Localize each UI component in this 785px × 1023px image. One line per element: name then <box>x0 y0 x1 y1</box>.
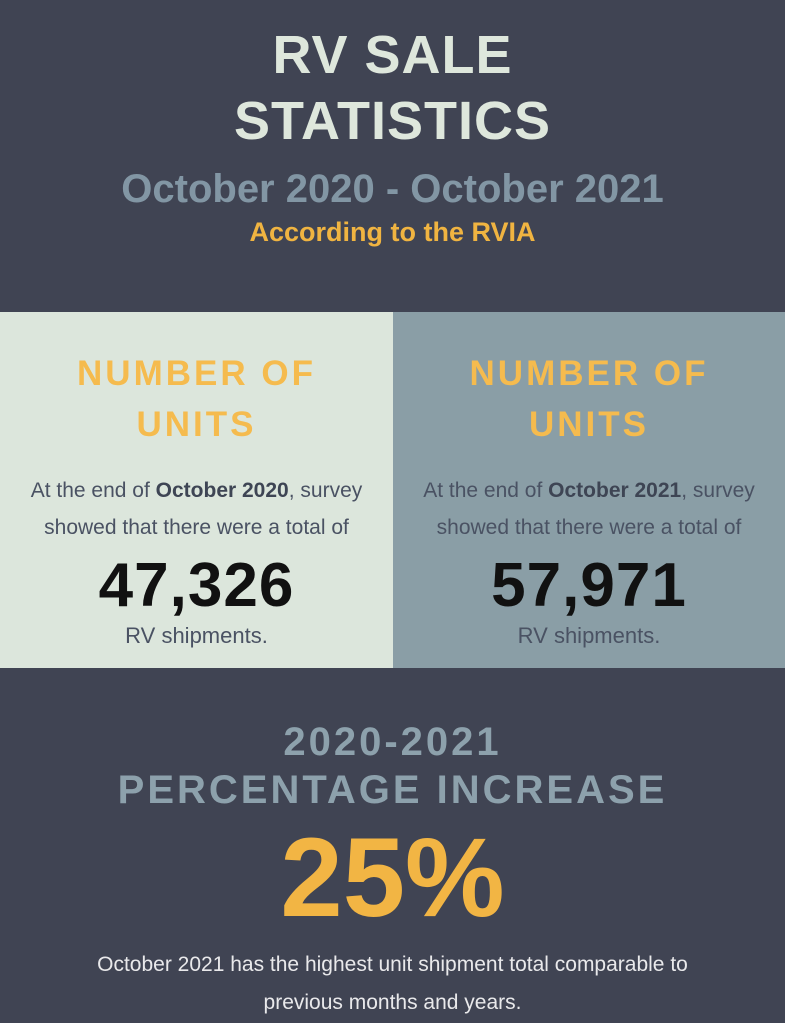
source-note: According to the RVIA <box>249 217 536 247</box>
unit-label: RV shipments. <box>125 623 268 648</box>
card-body-prefix: At the end of <box>423 479 549 502</box>
card-body-date: October 2020 <box>155 479 289 502</box>
card-heading-line-1: NUMBER OF <box>469 354 709 393</box>
card-body-suffix: , survey showed that there were a total … <box>436 479 755 539</box>
card-body-prefix: At the end of <box>30 479 156 502</box>
stat-card-2021: NUMBER OF UNITS At the end of October 20… <box>393 312 785 668</box>
card-body-text: At the end of October 2021, survey showe… <box>414 472 764 546</box>
percentage-increase-value: 25% <box>280 815 505 940</box>
card-heading-line-2: UNITS <box>529 405 649 444</box>
stat-value-2021: 57,971 <box>491 551 687 620</box>
card-heading-line-2: UNITS <box>136 405 257 444</box>
card-body-text: At the end of October 2020, survey showe… <box>22 472 372 546</box>
card-body-suffix: , survey showed that there were a total … <box>44 479 363 539</box>
page-title-line-2: STATISTICS <box>234 91 551 151</box>
date-range-subtitle: October 2020 - October 2021 <box>121 167 664 211</box>
summary-heading-line-2: PERCENTAGE INCREASE <box>117 768 668 812</box>
summary-section: 2020-2021 PERCENTAGE INCREASE 25% Octobe… <box>0 668 785 1023</box>
unit-label: RV shipments. <box>517 623 661 648</box>
stat-card-2020: NUMBER OF UNITS At the end of October 20… <box>0 312 393 668</box>
card-heading: NUMBER OF UNITS <box>0 348 393 450</box>
card-body-date: October 2021 <box>548 479 682 502</box>
card-heading: NUMBER OF UNITS <box>393 348 785 450</box>
stat-value-2020: 47,326 <box>98 551 295 620</box>
card-heading-line-1: NUMBER OF <box>77 354 316 393</box>
page-title-line-1: RV SALE <box>272 25 513 85</box>
header: RV SALE STATISTICS October 2020 - Octobe… <box>0 0 785 312</box>
summary-caption: October 2021 has the highest unit shipme… <box>97 953 688 1014</box>
page-title: RV SALE STATISTICS <box>0 22 785 154</box>
summary-heading: 2020-2021 PERCENTAGE INCREASE <box>0 718 785 814</box>
stats-row: NUMBER OF UNITS At the end of October 20… <box>0 312 785 668</box>
summary-heading-line-1: 2020-2021 <box>283 720 502 764</box>
